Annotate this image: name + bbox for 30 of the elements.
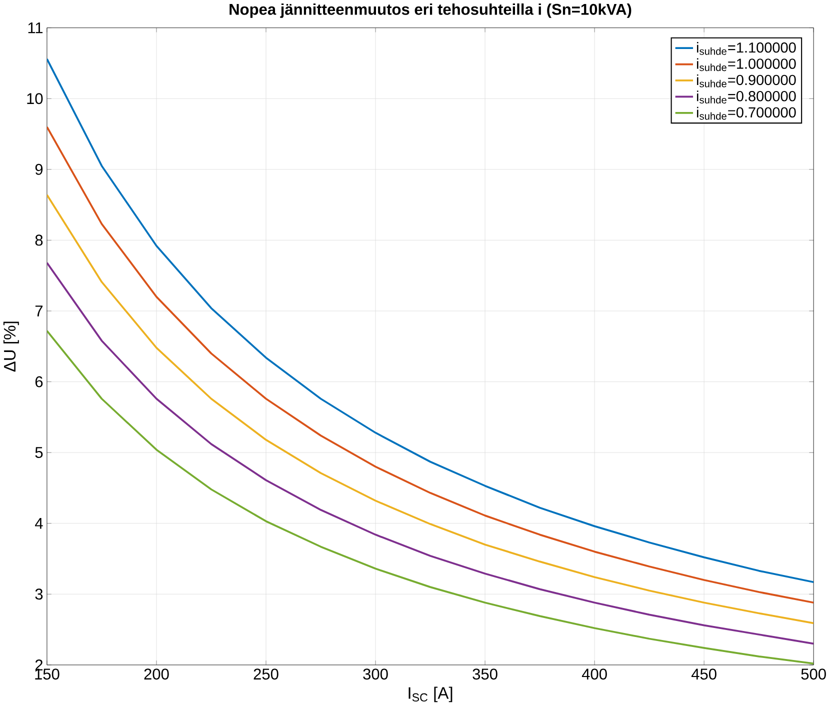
x-tick-label: 500 xyxy=(801,668,826,680)
y-axis-title: ΔU [%] xyxy=(3,322,19,372)
y-tick-label: 8 xyxy=(35,234,43,246)
y-tick-label: 5 xyxy=(35,447,43,458)
x-tick-label: 300 xyxy=(363,668,388,680)
x-tick-label: 400 xyxy=(582,668,607,680)
x-tick-label: 250 xyxy=(254,668,278,680)
line-series xyxy=(46,330,814,665)
y-tick-label: 6 xyxy=(35,376,43,388)
y-tick-label: 9 xyxy=(35,164,43,176)
line-series xyxy=(46,58,814,584)
x-tick-label: 450 xyxy=(691,668,716,680)
line-series xyxy=(46,262,814,645)
line-series xyxy=(46,126,814,604)
legend-label: i$_{suhde}$=1.100000 xyxy=(697,42,796,56)
y-tick-label: 4 xyxy=(35,518,43,529)
legend-label: i$_{suhde}$=0.800000 xyxy=(697,90,796,104)
y-tick-label: 3 xyxy=(35,588,43,600)
legend-label: i$_{suhde}$=0.900000 xyxy=(697,74,796,88)
chart-title: Nopea jännitteenmuutos eri tehosuhteilla i (Sn=10kVA) xyxy=(230,4,632,18)
line-series xyxy=(46,194,814,624)
x-axis-title: I$_{SC}$ [A] xyxy=(408,686,452,702)
legend-label: i$_{suhde}$=0.700000 xyxy=(697,107,796,120)
x-tick-label: 150 xyxy=(35,668,60,680)
legend-label: i$_{suhde}$=1.000000 xyxy=(697,58,796,72)
y-tick-label: 7 xyxy=(35,306,43,317)
x-tick-label: 200 xyxy=(144,668,169,680)
y-tick-label: 10 xyxy=(27,93,43,104)
y-tick-label: 11 xyxy=(28,22,43,34)
x-tick-label: 350 xyxy=(472,668,498,680)
